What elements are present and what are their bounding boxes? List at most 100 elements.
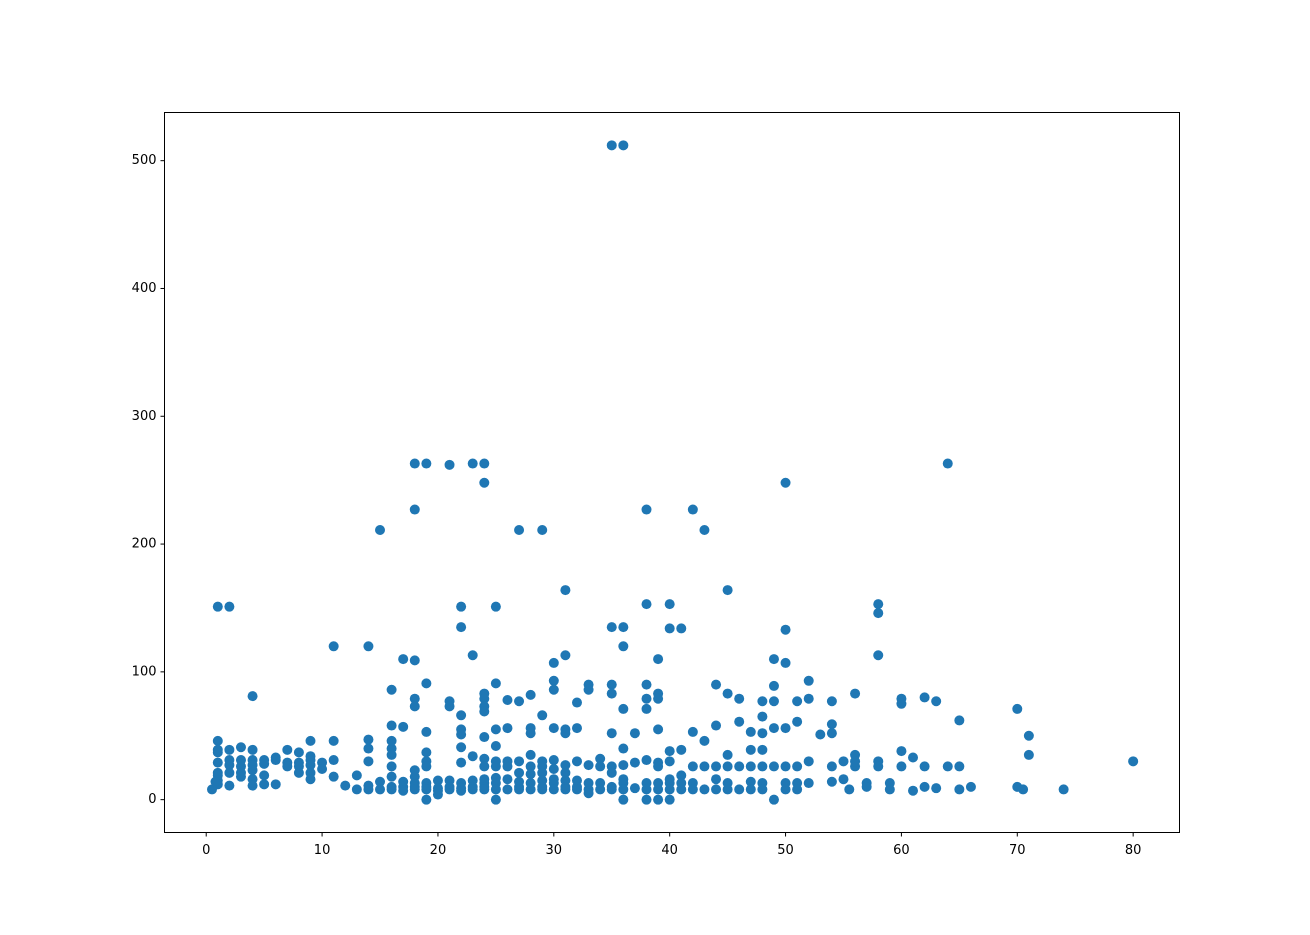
point <box>328 755 339 766</box>
point <box>629 783 640 794</box>
point <box>1012 703 1023 714</box>
point <box>537 525 548 536</box>
point <box>224 767 235 778</box>
point <box>212 735 223 746</box>
point <box>896 746 907 757</box>
x-tick-label: 80 <box>1125 843 1142 858</box>
point <box>664 756 675 767</box>
point <box>293 747 304 758</box>
point <box>247 691 258 702</box>
point <box>502 774 513 785</box>
point <box>502 723 513 734</box>
point <box>919 781 930 792</box>
point <box>792 696 803 707</box>
y-tick-label: 100 <box>132 664 157 679</box>
point <box>618 784 629 795</box>
y-tick-label: 400 <box>132 281 157 296</box>
point <box>653 794 664 805</box>
point <box>942 761 953 772</box>
point <box>548 657 559 668</box>
point <box>711 679 722 690</box>
point <box>606 784 617 795</box>
point <box>386 735 397 746</box>
point <box>850 756 861 767</box>
point <box>479 477 490 488</box>
point <box>722 749 733 760</box>
point <box>444 459 455 470</box>
point <box>792 784 803 795</box>
point <box>293 767 304 778</box>
point <box>548 784 559 795</box>
point <box>560 585 571 596</box>
point <box>375 784 386 795</box>
point <box>224 744 235 755</box>
point <box>247 744 258 755</box>
x-tick-label: 10 <box>314 843 331 858</box>
point <box>583 684 594 695</box>
point <box>421 794 432 805</box>
point <box>386 761 397 772</box>
point <box>363 784 374 795</box>
point <box>444 784 455 795</box>
point <box>479 693 490 704</box>
point <box>711 761 722 772</box>
point <box>514 696 525 707</box>
point <box>653 693 664 704</box>
point <box>618 622 629 633</box>
point <box>792 761 803 772</box>
point <box>363 743 374 754</box>
point <box>548 723 559 734</box>
point <box>687 784 698 795</box>
point <box>826 696 837 707</box>
point <box>259 770 270 781</box>
point <box>653 784 664 795</box>
point <box>919 692 930 703</box>
point <box>224 780 235 791</box>
point <box>409 655 420 666</box>
point <box>514 756 525 767</box>
point <box>618 641 629 652</box>
point <box>664 784 675 795</box>
point <box>490 761 501 772</box>
point <box>537 767 548 778</box>
point <box>386 771 397 782</box>
point <box>606 767 617 778</box>
point <box>641 703 652 714</box>
point <box>664 746 675 757</box>
point <box>641 599 652 610</box>
point <box>583 760 594 771</box>
point <box>734 716 745 727</box>
point <box>525 749 536 760</box>
point <box>629 757 640 768</box>
point <box>421 458 432 469</box>
point <box>467 751 478 762</box>
point <box>375 776 386 787</box>
point <box>560 760 571 771</box>
point <box>210 776 221 787</box>
point <box>954 761 965 772</box>
point <box>305 735 316 746</box>
point <box>768 696 779 707</box>
point <box>734 761 745 772</box>
point <box>757 784 768 795</box>
point <box>595 753 606 764</box>
point <box>873 599 884 610</box>
point <box>456 601 467 612</box>
x-tick-label: 20 <box>430 843 447 858</box>
point <box>757 696 768 707</box>
point <box>653 724 664 735</box>
point <box>525 689 536 700</box>
point <box>421 761 432 772</box>
point <box>560 767 571 778</box>
point <box>571 723 582 734</box>
point <box>606 688 617 699</box>
point <box>1023 749 1034 760</box>
point <box>884 784 895 795</box>
point <box>537 784 548 795</box>
point <box>618 140 629 151</box>
point <box>908 785 919 796</box>
point <box>780 477 791 488</box>
point <box>560 784 571 795</box>
point <box>641 784 652 795</box>
point <box>409 693 420 704</box>
